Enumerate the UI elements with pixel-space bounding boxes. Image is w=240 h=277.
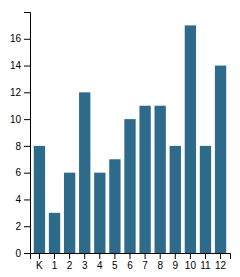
y-tick-mark <box>24 92 30 93</box>
x-tick: 7 <box>142 253 148 271</box>
x-tick: 4 <box>97 253 103 271</box>
y-tick: 6 <box>15 167 30 178</box>
y-tick-label: 4 <box>15 194 21 205</box>
x-tick-mark <box>220 253 221 259</box>
y-tick: 10 <box>10 114 30 125</box>
y-tick-label: 10 <box>10 114 22 125</box>
y-tick-label: 2 <box>15 221 21 232</box>
bar <box>170 146 181 253</box>
y-tick: 16 <box>10 33 30 44</box>
x-tick-label: 3 <box>82 260 88 271</box>
y-tick-label: 12 <box>10 87 22 98</box>
x-tick-label: 11 <box>200 260 211 271</box>
x-tick-mark <box>69 253 70 259</box>
y-tick-mark <box>24 226 30 227</box>
x-tick: 10 <box>185 253 197 271</box>
x-tick: 8 <box>157 253 163 271</box>
x-tick-label: 6 <box>127 260 133 271</box>
x-tick-label: 10 <box>185 260 197 271</box>
y-tick-mark <box>24 66 30 67</box>
x-tick-label: 4 <box>97 260 103 271</box>
x-tick-label: 2 <box>67 260 73 271</box>
bar <box>79 92 90 253</box>
x-tick-mark <box>114 253 115 259</box>
x-tick: 12 <box>215 253 227 271</box>
x-tick: 5 <box>112 253 118 271</box>
x-tick-label: K <box>36 260 43 271</box>
x-tick: 6 <box>127 253 133 271</box>
y-tick-label: 14 <box>10 60 22 71</box>
x-tick-mark <box>160 253 161 259</box>
y-tick-label: 16 <box>10 33 22 44</box>
x-tick-mark <box>54 253 55 259</box>
x-tick-label: 7 <box>142 260 148 271</box>
y-tick: 4 <box>15 194 30 205</box>
y-tick: 2 <box>15 221 30 232</box>
y-tick: 0 <box>15 248 30 259</box>
y-tick-label: 8 <box>15 141 21 152</box>
x-tick-mark <box>99 253 100 259</box>
bar <box>109 159 120 253</box>
chart: K1234567891011120246810121416 <box>0 0 240 277</box>
x-tick-label: 8 <box>157 260 163 271</box>
x-tick-mark <box>84 253 85 259</box>
y-tick-mark <box>24 199 30 200</box>
y-tick-mark <box>24 119 30 120</box>
x-tick-label: 12 <box>215 260 227 271</box>
bar <box>139 106 150 253</box>
bar <box>49 213 60 253</box>
x-tick-label: 5 <box>112 260 118 271</box>
bar <box>34 146 45 253</box>
y-tick: 12 <box>10 87 30 98</box>
y-axis: 0 2 4 6 8 10 12 14 16 <box>10 13 31 259</box>
y-tick-mark <box>24 173 30 174</box>
x-tick: 2 <box>67 253 73 271</box>
y-tick-mark <box>24 146 30 147</box>
y-tick: 14 <box>10 60 30 71</box>
y-tick: 8 <box>15 141 30 152</box>
x-tick-mark <box>130 253 131 259</box>
x-tick-mark <box>175 253 176 259</box>
bar <box>94 173 105 253</box>
plot: K1234567891011120246810121416 <box>10 13 231 272</box>
x-tick: K <box>36 253 43 271</box>
bar <box>185 25 196 253</box>
x-tick: 9 <box>173 253 179 271</box>
y-axis-line <box>24 13 31 254</box>
y-tick-label: 0 <box>15 248 21 259</box>
bar <box>124 119 135 253</box>
x-tick-mark <box>145 253 146 259</box>
y-tick-mark <box>24 39 30 40</box>
bar <box>200 146 211 253</box>
y-tick-label: 6 <box>15 167 21 178</box>
x-tick-mark <box>39 253 40 259</box>
bars <box>34 25 226 253</box>
x-axis-line <box>31 254 231 260</box>
x-tick: 3 <box>82 253 88 271</box>
bar <box>215 66 226 253</box>
bar <box>155 106 166 253</box>
y-tick-mark <box>24 253 30 254</box>
x-axis: K123456789101112 <box>31 253 231 271</box>
x-tick-mark <box>190 253 191 259</box>
x-tick: 11 <box>200 253 211 271</box>
x-tick-label: 9 <box>173 260 179 271</box>
x-tick: 1 <box>52 253 58 271</box>
x-tick-mark <box>205 253 206 259</box>
bar <box>64 173 75 253</box>
x-tick-label: 1 <box>52 260 58 271</box>
